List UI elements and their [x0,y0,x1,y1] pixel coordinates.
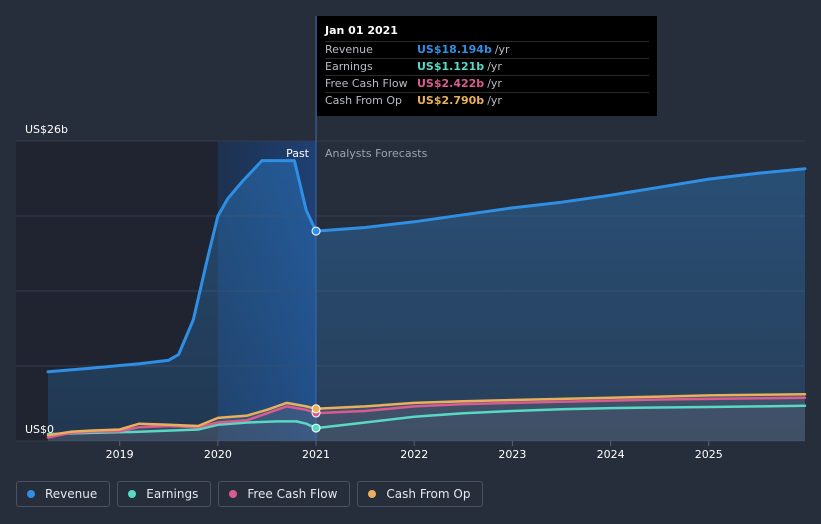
tooltip-series-value: US$1.121b [417,60,485,73]
tooltip-series-value: US$2.790b [417,94,485,107]
legend-item-free-cash-flow[interactable]: Free Cash Flow [218,481,351,507]
tooltip-series-value: US$18.194b [417,43,492,56]
revenue-line [46,159,807,374]
legend-item-revenue[interactable]: Revenue [16,481,111,507]
legend-dot-icon [27,490,35,498]
tooltip-row: Earnings US$1.121b/yr [325,58,649,75]
legend-label: Free Cash Flow [247,487,338,501]
x-tick-label: 2025 [695,448,723,461]
hover-tooltip: Jan 01 2021 Revenue US$18.194b/yr Earnings… [317,16,657,116]
legend-dot-icon [229,490,238,498]
tooltip-unit: /yr [494,43,510,56]
legend-dot-icon [128,490,137,498]
tooltip-unit: /yr [487,94,502,107]
legend-item-cash-from-op[interactable]: Cash From Op [357,481,484,507]
x-tick-label: 2022 [400,448,428,461]
legend-dot-icon [368,490,377,498]
x-tick-label: 2021 [302,448,330,461]
tooltip-series-name: Revenue [325,43,373,56]
forecast-label: Analysts Forecasts [325,147,428,160]
free-cash-flow-line [46,396,807,439]
tooltip-unit: /yr [487,60,502,73]
y-top-label: US$26b [25,123,68,136]
y-bottom-label: US$0 [25,423,54,436]
series-areas [48,160,805,441]
cash-from-op-area [48,394,805,441]
legend-label: Earnings [146,487,199,501]
tooltip-unit: /yr [487,77,502,90]
past-label: Past [286,147,310,160]
tooltip-series-name: Free Cash Flow [325,77,408,90]
x-tick-label: 2023 [498,448,526,461]
legend-label: Revenue [45,487,98,501]
tooltip-row: Cash From Op US$2.790b/yr [325,92,649,109]
legend: Revenue Earnings Free Cash Flow Cash From O… [16,481,484,507]
cash-from-op-line [46,393,807,437]
marker-points [311,226,321,433]
x-tick-label: 2024 [597,448,625,461]
x-tick-label: 2019 [106,448,134,461]
legend-label: Cash From Op [386,487,471,501]
cash-from-op-point [311,404,321,414]
tooltip-series-name: Earnings [325,60,373,73]
revenue-area [48,160,805,441]
x-axis-ticks: 2019 2020 2021 2022 2023 2024 2025 [106,441,723,461]
tooltip-row: Free Cash Flow US$2.422b/yr [325,75,649,92]
tooltip-date: Jan 01 2021 [325,24,398,37]
revenue-point [311,226,321,236]
tooltip-row: Revenue US$18.194b/yr [325,41,649,58]
earnings-point [311,423,321,433]
tooltip-series-name: Cash From Op [325,94,403,107]
tooltip-series-value: US$2.422b [417,77,485,90]
legend-item-earnings[interactable]: Earnings [117,481,212,507]
x-tick-label: 2020 [204,448,232,461]
